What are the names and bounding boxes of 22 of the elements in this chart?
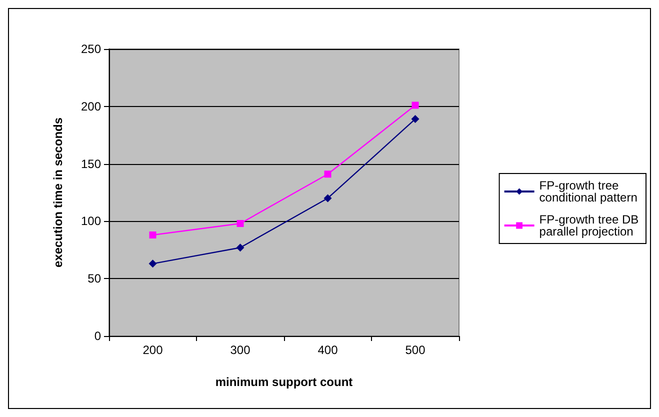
legend-label: FP-growth tree conditional pattern (539, 178, 638, 204)
point (412, 102, 419, 109)
x-axis-title: minimum support count (215, 375, 353, 389)
x-tick-label: 500 (405, 343, 426, 357)
point (236, 220, 244, 227)
point (236, 244, 244, 252)
point (324, 170, 332, 178)
y-tick-label: 250 (80, 42, 102, 56)
x-tick-label: 300 (230, 343, 251, 357)
legend-label: FP-growth tree DB parallel projection (539, 212, 642, 238)
y-tick-label: 200 (80, 99, 102, 114)
x-tick-label: 200 (142, 343, 164, 357)
point (148, 260, 157, 268)
y-tick-label: 150 (80, 156, 102, 171)
y-tick-label: 100 (80, 214, 102, 228)
x-tick-label: 400 (318, 343, 338, 357)
point (411, 115, 420, 124)
point (324, 194, 332, 202)
point (149, 231, 156, 238)
y-tick-label: 0 (94, 329, 102, 343)
y-tick-label: 50 (88, 272, 102, 286)
y-axis-title: execution time in seconds (51, 117, 65, 268)
